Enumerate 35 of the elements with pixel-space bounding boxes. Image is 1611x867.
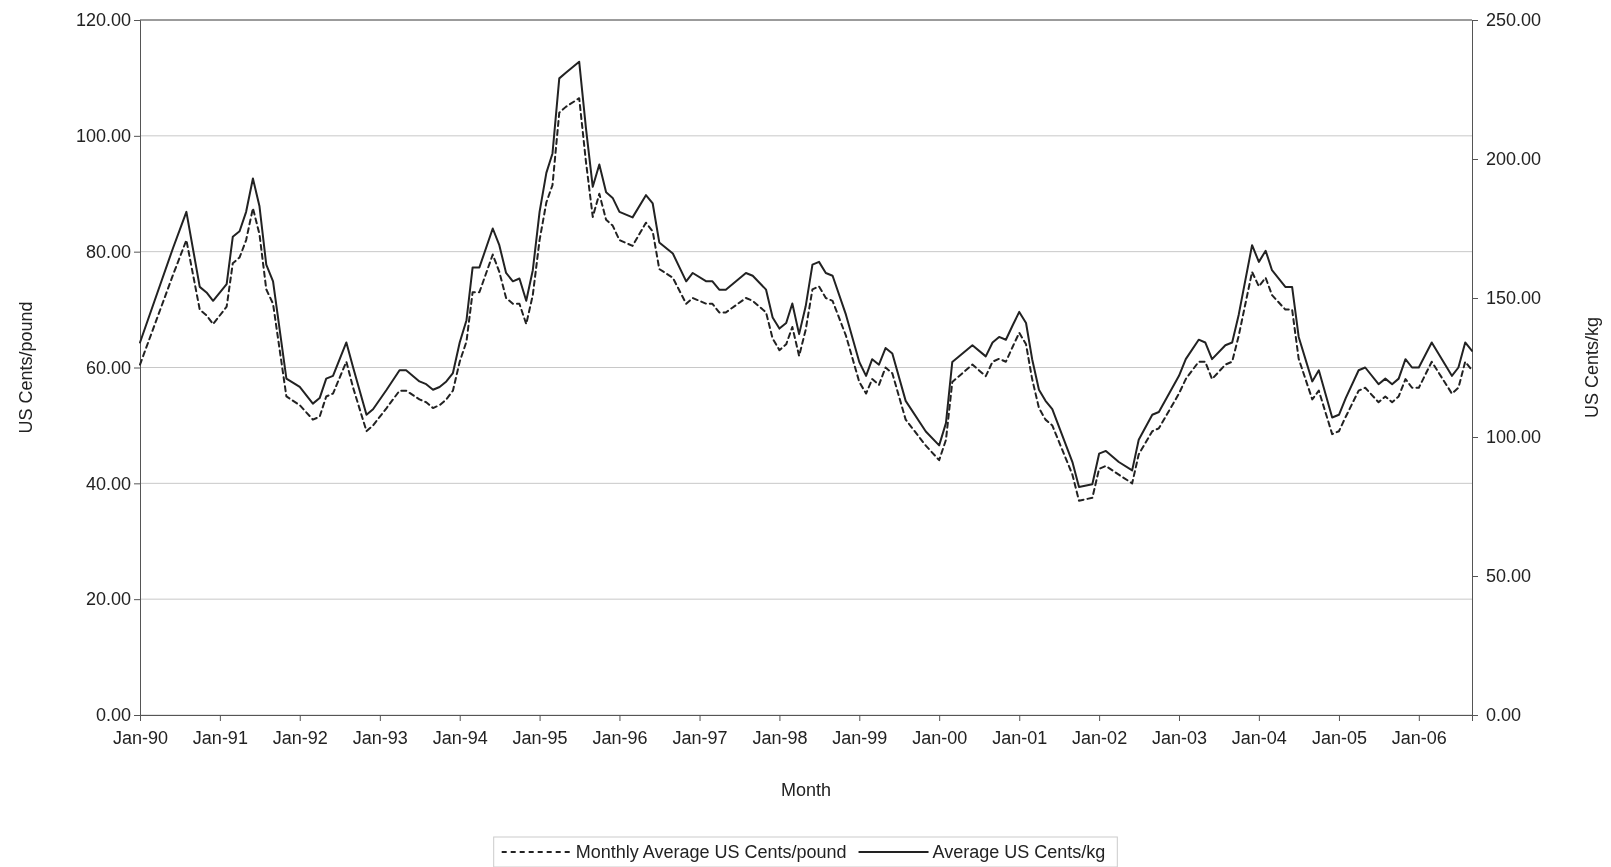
x-tick-label: Jan-06: [1391, 727, 1447, 748]
y2-axis-title: US Cents/kg: [1582, 316, 1602, 419]
y-tick-label: 80.00: [85, 241, 131, 262]
y-tick-label: 60.00: [85, 357, 131, 378]
legend-label: Average US Cents/kg: [932, 842, 1106, 862]
x-axis-title: Month: [780, 780, 832, 800]
x-tick-label: Jan-94: [432, 727, 488, 748]
x-tick-label: Jan-01: [992, 727, 1048, 748]
x-tick-label: Jan-03: [1151, 727, 1208, 748]
y2-tick-label: 0.00: [1486, 705, 1522, 726]
y-tick-label: 20.00: [85, 589, 131, 610]
y-tick-label: 120.00: [75, 10, 131, 31]
y-axis-title: US Cents/pound: [16, 301, 36, 434]
y-tick-label: 100.00: [75, 126, 131, 147]
x-tick-label: Jan-05: [1311, 727, 1367, 748]
x-tick-label: Jan-00: [912, 727, 968, 748]
y-tick-label: 40.00: [85, 473, 131, 494]
x-tick-label: Jan-95: [512, 727, 568, 748]
y2-tick-label: 250.00: [1486, 10, 1542, 31]
x-tick-label: Jan-91: [192, 727, 248, 748]
x-tick-label: Jan-99: [832, 727, 888, 748]
x-tick-label: Jan-92: [272, 727, 328, 748]
legend-label: Monthly Average US Cents/pound: [575, 842, 847, 862]
x-tick-label: Jan-04: [1231, 727, 1287, 748]
x-tick-label: Jan-97: [672, 727, 728, 748]
y2-tick-label: 100.00: [1486, 427, 1542, 448]
x-tick-label: Jan-96: [592, 727, 648, 748]
x-tick-label: Jan-98: [752, 727, 808, 748]
x-tick-label: Jan-93: [352, 727, 408, 748]
y2-tick-label: 200.00: [1486, 149, 1542, 170]
y2-tick-label: 150.00: [1486, 288, 1542, 309]
y2-tick-label: 50.00: [1486, 566, 1532, 587]
y-tick-label: 0.00: [95, 705, 131, 726]
x-tick-label: Jan-90: [112, 727, 169, 748]
x-tick-label: Jan-02: [1072, 727, 1128, 748]
